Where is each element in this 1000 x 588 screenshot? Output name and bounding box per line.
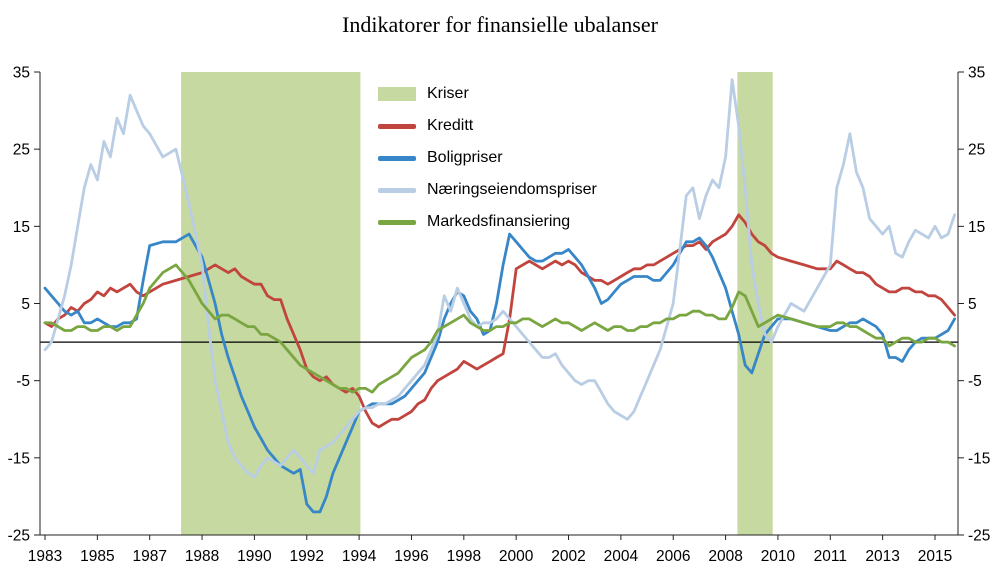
crisis-band [181, 72, 361, 535]
legend-swatch-kriser [378, 87, 416, 101]
y-tick-label-right: -15 [968, 450, 990, 467]
legend-item-kreditt: Kreditt [378, 116, 597, 136]
x-tick-label: 2002 [551, 548, 585, 565]
x-tick-label: 1998 [447, 548, 481, 565]
y-tick-label-right: -5 [968, 373, 982, 390]
legend-label-kriser: Kriser [427, 85, 469, 102]
y-tick-label-right: 35 [968, 65, 985, 82]
legend-label-naeringseiendomspriser: Næringseiendomspriser [427, 181, 597, 198]
x-tick-label: 1994 [342, 548, 377, 565]
y-tick-label-left: 5 [21, 296, 30, 313]
y-tick-label-right: 25 [968, 142, 985, 159]
legend-label-markedsfinansiering: Markedsfinansiering [427, 213, 571, 230]
legend-label-boligpriser: Boligpriser [427, 149, 503, 166]
y-tick-label-left: -15 [8, 450, 30, 467]
legend-item-markedsfinansiering: Markedsfinansiering [378, 212, 597, 232]
x-tick-label: 2000 [499, 548, 534, 565]
legend-swatch-kreditt [378, 123, 416, 129]
legend-item-naeringseiendomspriser: Næringseiendomspriser [378, 180, 597, 200]
x-tick-label: 2011 [814, 548, 847, 565]
x-tick-label: 2004 [604, 548, 639, 565]
x-tick-label: 1992 [290, 548, 324, 565]
y-tick-label-left: 35 [13, 65, 30, 82]
x-tick-label: 2010 [761, 548, 796, 565]
y-tick-label-left: 25 [13, 142, 30, 159]
x-tick-label: 2015 [918, 548, 952, 565]
crisis-band [737, 72, 773, 535]
legend-swatch-markedsfinansiering [378, 219, 416, 225]
x-tick-label: 1983 [28, 548, 62, 565]
x-tick-label: 1990 [237, 548, 272, 565]
x-tick-label: 2006 [656, 548, 690, 565]
series-line-markedsfinansiering [43, 263, 956, 394]
legend-swatch-boligpriser [378, 155, 416, 161]
x-tick-label: 2013 [865, 548, 899, 565]
x-tick-label: 1988 [185, 548, 219, 565]
y-tick-label-left: -5 [16, 373, 30, 390]
x-tick-label: 1996 [394, 548, 428, 565]
y-tick-label-left: -25 [8, 528, 30, 545]
legend-label-kreditt: Kreditt [427, 117, 474, 134]
y-tick-label-right: 15 [968, 219, 985, 236]
x-tick-label: 1985 [80, 548, 114, 565]
y-tick-label-right: 5 [968, 296, 977, 313]
y-tick-label-left: 15 [13, 219, 30, 236]
x-tick-label: 1987 [132, 548, 166, 565]
chart-title: Indikatorer for finansielle ubalanser [342, 12, 658, 37]
x-tick-label: 2008 [708, 548, 742, 565]
legend-item-kriser: Kriser [378, 84, 597, 104]
chart-legend: Kriser Kreditt Boligpriser Næringseiendomsp… [378, 84, 597, 232]
y-tick-label-right: -25 [968, 528, 990, 545]
series-line-naeringseiendomspriser [43, 78, 956, 479]
legend-swatch-naeringseiendomspriser [378, 187, 416, 193]
legend-item-boligpriser: Boligpriser [378, 148, 597, 168]
series-line-kreditt [43, 213, 956, 429]
